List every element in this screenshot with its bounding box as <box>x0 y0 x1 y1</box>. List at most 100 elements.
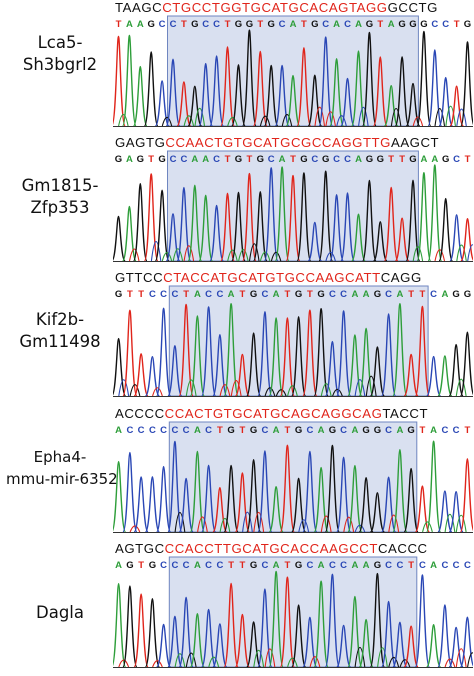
ref-left: TAAGC <box>115 0 163 15</box>
trace-peak-G <box>252 190 268 262</box>
trace-peak-C <box>257 450 273 533</box>
trace-minor-peak-G <box>161 116 173 127</box>
trace-peak-C <box>380 600 397 668</box>
called-base: G <box>257 154 264 165</box>
called-base: C <box>441 560 448 571</box>
called-base: T <box>290 154 296 165</box>
called-base: G <box>322 154 329 165</box>
trace-peak-A <box>347 595 363 668</box>
trace-peak-G <box>187 85 203 127</box>
called-base: A <box>430 425 437 436</box>
trace-minor-peak-A <box>320 383 332 397</box>
called-base: G <box>148 19 155 30</box>
ref-target-highlight: CCACCTTGCATGCACCAAGCCT <box>164 541 378 556</box>
called-base: G <box>191 19 198 30</box>
sample-label-line2: Gm11498 <box>19 332 101 351</box>
called-base: T <box>138 560 144 571</box>
called-base: A <box>228 289 235 300</box>
called-base: A <box>191 154 198 165</box>
ref-right: CAGG <box>380 270 422 285</box>
called-base: T <box>284 425 290 436</box>
trace-peak-C <box>437 604 453 668</box>
trace-peak-A <box>351 213 366 262</box>
trace-peak-T <box>459 458 473 533</box>
trace-minor-peak-A <box>422 521 433 533</box>
trace-peak-G <box>246 621 262 668</box>
trace-minor-peak-A <box>183 115 195 127</box>
trace-peak-G <box>122 585 138 668</box>
called-base: G <box>377 154 384 165</box>
trace-peak-A <box>329 57 345 127</box>
called-base: A <box>137 19 144 30</box>
trace-peak-A <box>189 450 205 533</box>
trace-minor-peak-A <box>208 656 220 668</box>
reference-sequence: GTTCCCTACCATGCATGTGCCAAGCATTCAGG <box>115 270 422 286</box>
trace-minor-peak-T <box>230 380 242 397</box>
trace-peak-T <box>414 485 431 533</box>
trace-minor-peak-A <box>238 249 249 262</box>
called-base: C <box>160 425 167 436</box>
trace-peak-A <box>427 164 443 262</box>
called-base: A <box>318 560 325 571</box>
ref-right: AAGCT <box>390 135 440 150</box>
called-base: A <box>388 19 395 30</box>
called-base: A <box>194 560 201 571</box>
called-base: G <box>374 289 381 300</box>
called-base: G <box>317 289 324 300</box>
called-base: A <box>115 560 122 571</box>
trace-peak-C <box>155 623 172 668</box>
trace-minor-peak-T <box>152 660 163 668</box>
trace-peak-A <box>392 448 408 533</box>
trace-peak-G <box>459 331 473 397</box>
called-base: G <box>464 289 471 300</box>
trace-peak-C <box>154 80 170 127</box>
trace-peak-C <box>336 624 352 668</box>
called-base: T <box>127 289 133 300</box>
trace-peak-G <box>231 191 246 262</box>
called-base: C <box>138 425 145 436</box>
trace-peak-C <box>165 213 181 262</box>
trace-peak-C <box>201 464 217 533</box>
called-base: T <box>464 425 470 436</box>
called-base: G <box>115 154 122 165</box>
trace-peak-T <box>234 613 250 668</box>
called-base: T <box>307 289 313 300</box>
trace-peak-A <box>268 570 284 668</box>
ref-right: TACCT <box>382 406 429 421</box>
trace-peak-A <box>313 466 329 533</box>
trace-peak-C <box>302 450 318 533</box>
trace-minor-peak-A <box>455 378 467 397</box>
trace-peak-C <box>209 204 225 262</box>
trace-peak-T <box>403 625 419 668</box>
called-base: C <box>261 425 268 436</box>
called-base: T <box>183 289 189 300</box>
trace-minor-peak-C <box>242 511 253 533</box>
trace-peak-C <box>167 440 183 533</box>
trace-minor-peak-G <box>388 656 400 668</box>
trace-minor-peak-A <box>185 379 197 397</box>
called-base: C <box>171 289 178 300</box>
called-base: T <box>246 154 252 165</box>
called-base: C <box>453 154 460 165</box>
called-base: G <box>362 425 369 436</box>
called-base: T <box>217 425 223 436</box>
called-base: A <box>194 425 201 436</box>
trace-peak-A <box>187 184 203 262</box>
trace-peak-C <box>392 621 408 668</box>
trace-minor-peak-T <box>183 245 195 262</box>
called-base: A <box>126 154 133 165</box>
called-base: T <box>225 154 231 165</box>
trace-minor-peak-C <box>358 106 369 127</box>
trace-minor-peak-A <box>227 117 238 127</box>
trace-peak-T <box>223 582 239 668</box>
trace-peak-C <box>176 186 192 262</box>
called-base: T <box>284 560 290 571</box>
ref-right: GCCTG <box>387 0 438 15</box>
trace-peak-G <box>291 604 307 668</box>
called-base: C <box>329 560 336 571</box>
ref-target-highlight: CCAACTGTGCATGCGCCAGGTTG <box>165 135 391 150</box>
trace-minor-peak-A <box>253 649 265 668</box>
called-base: C <box>261 289 268 300</box>
